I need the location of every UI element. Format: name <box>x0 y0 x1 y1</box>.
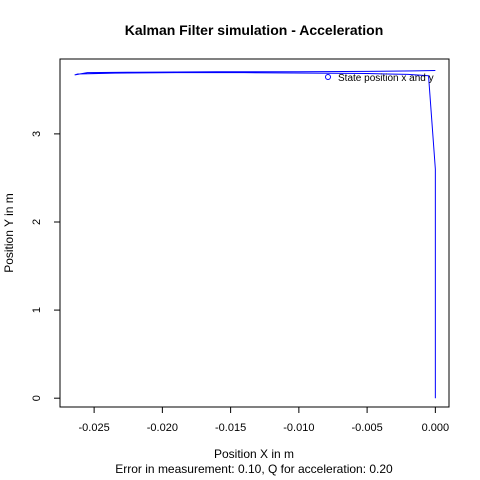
y-axis: 0 1 2 3 <box>31 131 61 401</box>
chart-subtitle: Error in measurement: 0.10, Q for accele… <box>115 462 393 476</box>
x-tick-label: 0.000 <box>422 422 450 434</box>
y-tick-label: 0 <box>31 395 43 401</box>
y-tick-label: 1 <box>31 307 43 313</box>
y-tick-label: 2 <box>31 219 43 225</box>
legend: State position x and y <box>325 73 434 84</box>
y-axis-label: Position Y in m <box>2 193 16 273</box>
x-tick-label: -0.005 <box>352 422 383 434</box>
x-axis-label: Position X in m <box>214 447 294 461</box>
x-axis: -0.025 -0.020 -0.015 -0.010 -0.005 0.000 <box>79 406 450 434</box>
x-tick-label: -0.020 <box>147 422 178 434</box>
x-tick-label: -0.010 <box>283 422 314 434</box>
legend-marker-icon <box>325 74 331 80</box>
series-line <box>74 69 436 399</box>
x-tick-label: -0.025 <box>79 422 110 434</box>
y-tick-label: 3 <box>31 131 43 137</box>
legend-entry-label: State position x and y <box>338 73 434 84</box>
chart-title: Kalman Filter simulation - Acceleration <box>125 22 384 38</box>
x-tick-label: -0.015 <box>215 422 246 434</box>
series-layer <box>74 69 436 399</box>
